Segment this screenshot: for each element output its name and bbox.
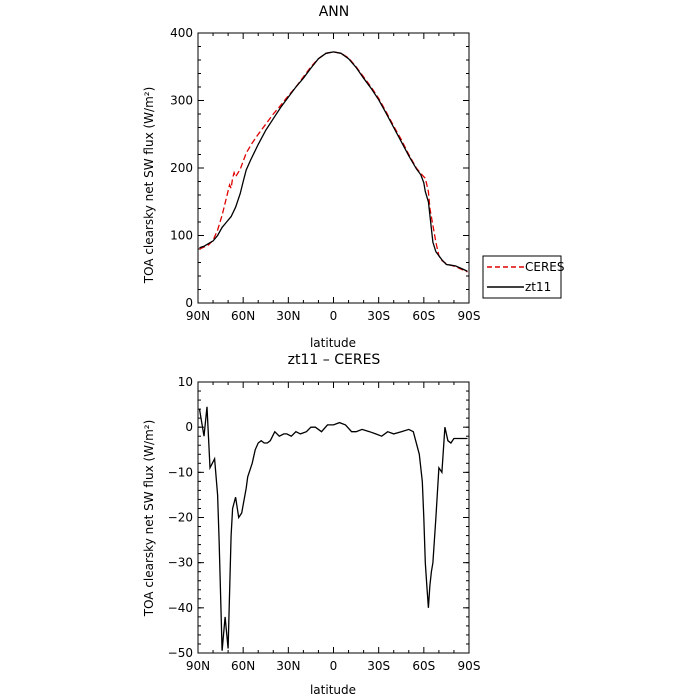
top-series-lines <box>199 51 468 273</box>
top-y-tick-label: 200 <box>170 161 193 175</box>
bottom-y-tick-label: 10 <box>178 375 193 389</box>
top-x-tick-label: 30S <box>367 309 390 323</box>
top-x-tick-label: 60S <box>412 309 435 323</box>
legend: CERES zt11 <box>482 255 565 299</box>
top-x-tick-label: 60N <box>231 309 255 323</box>
top-y-tick-label: 100 <box>170 229 193 243</box>
legend-label-zt11: zt11 <box>525 280 551 294</box>
bottom-chart-title: zt11 – CERES <box>288 352 381 368</box>
bottom-panel: zt11 – CERES latitude TOA clearsky net S… <box>142 352 480 697</box>
top-y-tick-label: 300 <box>170 94 193 108</box>
top-y-axis-label: TOA clearsky net SW flux (W/m²) <box>142 87 156 285</box>
bottom-y-tick-label: 0 <box>185 420 193 434</box>
legend-box <box>482 255 562 299</box>
bottom-x-tick-label: 90N <box>186 659 210 673</box>
top-plot-frame <box>197 32 470 304</box>
bottom-x-tick-label: 0 <box>330 659 338 673</box>
bottom-x-tick-label: 30S <box>367 659 390 673</box>
top-series-line-ceres <box>199 51 468 273</box>
top-y-tick-label: 0 <box>185 296 193 310</box>
top-y-tick-label: 400 <box>170 26 193 40</box>
top-x-axis-label: latitude <box>310 336 356 350</box>
bottom-x-tick-label: 60N <box>231 659 255 673</box>
top-series-line-zt11 <box>199 51 468 272</box>
top-chart-title: ANN <box>319 4 350 20</box>
bottom-y-tick-label: −20 <box>168 511 193 525</box>
bottom-y-tick-label: −50 <box>168 646 193 660</box>
top-x-tick-label: 90N <box>186 309 210 323</box>
bottom-y-tick-label: −10 <box>168 465 193 479</box>
top-x-tick-label: 90S <box>458 309 481 323</box>
top-x-tick-label: 0 <box>330 309 338 323</box>
legend-label-ceres: CERES <box>525 260 565 274</box>
top-panel: ANN latitude TOA clearsky net SW flux (W… <box>142 4 565 350</box>
top-x-tick-label: 30N <box>276 309 300 323</box>
bottom-x-tick-label: 60S <box>412 659 435 673</box>
bottom-series-line-difference <box>198 406 468 651</box>
bottom-series-lines <box>198 406 468 651</box>
bottom-x-tick-label: 90S <box>458 659 481 673</box>
top-axis-ticks: 90N 60N 30N 0 30S 60S 90S 0 100 200 300 400 <box>170 26 480 323</box>
bottom-x-tick-label: 30N <box>276 659 300 673</box>
bottom-axis-ticks: 90N 60N 30N 0 30S 60S 90S 10 0 −10 −20 −30 −40 −50 <box>168 375 481 673</box>
bottom-y-tick-label: −40 <box>168 601 193 615</box>
bottom-y-axis-label: TOA clearsky net SW flux (W/m²) <box>142 420 156 618</box>
bottom-y-tick-label: −30 <box>168 556 193 570</box>
bottom-x-axis-label: latitude <box>310 683 356 697</box>
